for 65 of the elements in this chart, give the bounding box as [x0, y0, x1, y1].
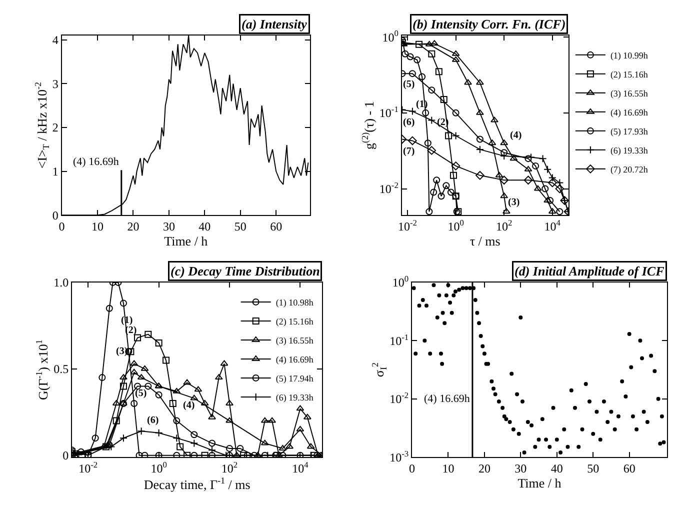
x-tick-label: 30 [162, 219, 175, 234]
y-tick-label: 1 [52, 164, 58, 178]
x-tick-label: 40 [198, 219, 211, 234]
y-tick-label: 10$^{-2}$ [379, 180, 398, 196]
annotation: (5) [135, 388, 147, 399]
annotation: (7) [403, 146, 415, 157]
annotation: (6) [403, 117, 415, 128]
y-tick-label: 2 [52, 120, 58, 135]
x-tick-label: 10 [92, 219, 104, 234]
x-axis-title: Time / h [518, 476, 562, 490]
legend-label: (6) 19.33h [610, 145, 648, 156]
legend-label: (2) 15.16h [276, 316, 314, 326]
y-tick-label: 10$^{0}$ [382, 29, 398, 44]
y-tick-label: 3 [52, 76, 58, 91]
legend-label: (5) 17.93h [610, 126, 648, 136]
x-tick-label: 30 [514, 462, 527, 476]
annotation: (4) [510, 130, 522, 141]
y-tick-label: 0 [62, 448, 69, 463]
x-tick-label: 40 [550, 462, 563, 476]
x-axis-title: Decay time, Γ$^{-1}$ / ms [144, 476, 250, 492]
x-tick-label: 50 [234, 219, 246, 234]
legend-label: (3) 16.55h [610, 88, 648, 98]
y-tick-label: 10$^{-1}$ [390, 332, 409, 348]
x-tick-label: 20 [127, 219, 140, 234]
legend-label: (4) 16.69h [276, 354, 314, 364]
legend-label: (4) 16.69h [610, 107, 648, 118]
annotation: (6) [147, 415, 159, 426]
x-tick-label: 60 [270, 219, 282, 234]
x-tick-label: 10$^{2}$ [221, 460, 238, 476]
legend-label: (2) 15.16h [610, 69, 648, 80]
annotation: (5) [403, 79, 415, 90]
chart-title: (b) Intensity Corr. Fn. (ICF) [412, 16, 566, 32]
chart-title: (a) Intensity [242, 16, 308, 32]
chart-title: (d) Initial Amplitude of ICF [514, 264, 665, 278]
ref-line-label: (4) 16.69h [424, 393, 470, 405]
legend-label: (3) 16.55h [276, 335, 314, 346]
x-tick-label: 20 [478, 462, 490, 476]
x-tick-label: 10$^{0}$ [150, 460, 167, 476]
y-tick-label: 0.5 [54, 362, 69, 376]
legend-label: (6) 19.33h [276, 392, 314, 402]
x-tick-label: 60 [623, 462, 636, 476]
legend-label: (1) 10.98h [276, 297, 314, 308]
x-tick-label: 10$^{4}$ [544, 218, 562, 234]
x-tick-label: 10$^{0}$ [448, 218, 464, 234]
x-tick-label: 50 [587, 462, 600, 476]
x-axis-title: Time / h [164, 233, 208, 248]
annotation: (3) [508, 197, 520, 208]
y-tick-label: 1.0 [54, 276, 69, 290]
y-tick-label: 0 [52, 208, 58, 222]
x-tick-label: 10$^{-2}$ [78, 460, 98, 476]
x-tick-label: 10 [442, 462, 454, 476]
legend-label: (7) 20.72h [610, 164, 648, 174]
x-tick-label: 10$^{4}$ [292, 460, 310, 476]
x-axis-title: τ / ms [470, 233, 500, 248]
annotation: (4) [183, 400, 195, 411]
x-tick-label: 10$^{2}$ [496, 218, 512, 234]
y-tick-label: 4 [52, 33, 58, 48]
chart-title: (c) Decay Time Distribution [170, 264, 320, 278]
legend-label: (1) 10.99h [610, 50, 648, 60]
y-tick-label: 10$^{-1}$ [379, 105, 398, 120]
y-tick-label: 10$^{-2}$ [390, 391, 409, 406]
y-tick-label: 10$^{0}$ [392, 274, 409, 290]
legend-label: (5) 17.94h [276, 373, 314, 384]
ref-line-label: (4) 16.69h [73, 156, 120, 168]
y-tick-label: 10$^{-3}$ [390, 449, 409, 464]
